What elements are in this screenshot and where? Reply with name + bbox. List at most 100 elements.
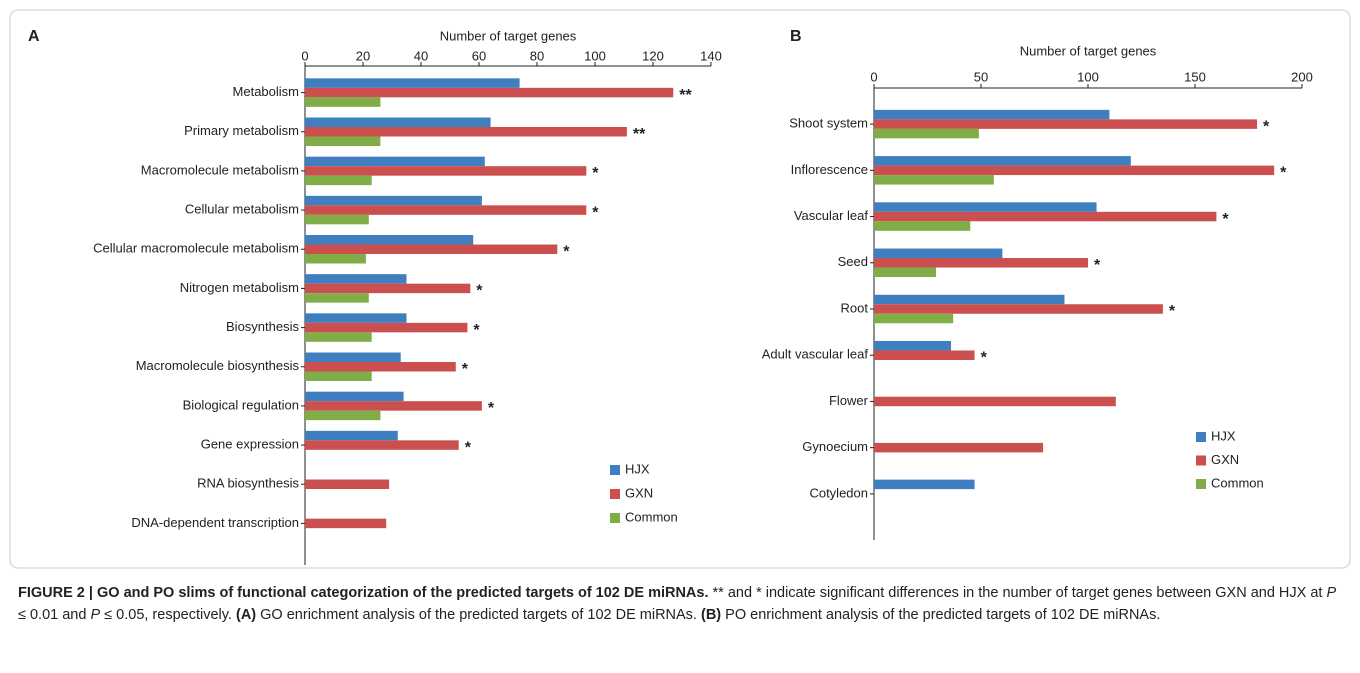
x-tick-label: 20	[356, 48, 370, 63]
bar	[874, 156, 1131, 166]
bar	[874, 304, 1163, 314]
significance: *	[476, 283, 483, 300]
y-tick-label: Shoot system	[789, 116, 868, 131]
bar	[305, 274, 407, 284]
significance: *	[488, 400, 495, 417]
caption: FIGURE 2 | GO and PO slims of functional…	[18, 582, 1338, 626]
x-tick-label: 120	[642, 48, 664, 63]
significance: *	[1094, 257, 1101, 274]
x-axis-title: Number of target genes	[1020, 43, 1157, 58]
significance: *	[1263, 118, 1270, 135]
y-tick-label: Nitrogen metabolism	[180, 280, 299, 295]
y-tick-label: Cellular metabolism	[185, 202, 299, 217]
significance: *	[465, 439, 472, 456]
y-tick-label: Biological regulation	[183, 397, 299, 412]
legend-label: Common	[625, 509, 678, 524]
y-tick-label: Flower	[829, 393, 869, 408]
y-tick-label: Biosynthesis	[226, 319, 299, 334]
legend-swatch	[610, 465, 620, 475]
bar	[874, 313, 954, 324]
y-tick-label: Root	[841, 300, 869, 315]
significance: *	[1222, 211, 1229, 228]
legend-swatch	[610, 489, 620, 499]
x-tick-label: 60	[472, 48, 486, 63]
bar	[305, 117, 491, 127]
legend-label: HJX	[1211, 428, 1236, 443]
significance: **	[679, 87, 692, 104]
y-tick-label: Cellular macromolecule metabolism	[93, 241, 299, 256]
x-tick-label: 0	[870, 69, 877, 84]
bar	[874, 294, 1065, 305]
bar	[874, 340, 952, 351]
significance: *	[473, 322, 480, 339]
bar	[305, 391, 404, 402]
x-tick-label: 150	[1184, 69, 1206, 84]
caption-panel: (B)	[701, 607, 722, 623]
bar	[305, 127, 627, 137]
significance: *	[592, 204, 599, 221]
bar	[874, 350, 975, 360]
legend-label: HJX	[625, 461, 650, 476]
caption-title: FIGURE 2 | GO and PO slims of functional…	[18, 585, 709, 601]
bar	[874, 119, 1258, 129]
legend-swatch	[1196, 432, 1206, 442]
bar	[305, 332, 372, 342]
bar	[305, 479, 390, 489]
significance: *	[981, 349, 988, 366]
bar	[305, 293, 369, 303]
bar	[305, 313, 407, 323]
caption-text: PO enrichment analysis of the predicted …	[721, 607, 1161, 623]
y-tick-label: Seed	[838, 254, 868, 269]
y-tick-label: Vascular leaf	[794, 208, 869, 223]
caption-p: P	[90, 607, 101, 623]
bar	[874, 267, 937, 278]
bar	[305, 430, 398, 441]
caption-text: ** and * indicate significant difference…	[708, 585, 1327, 601]
bar	[305, 235, 474, 245]
x-tick-label: 200	[1291, 69, 1313, 84]
y-tick-label: Macromolecule biosynthesis	[136, 358, 300, 373]
bar	[305, 175, 372, 186]
legend-label: Common	[1211, 475, 1264, 490]
legend-label: GXN	[1211, 452, 1239, 467]
significance: *	[592, 165, 599, 182]
bar	[305, 97, 381, 107]
y-tick-label: Macromolecule metabolism	[141, 162, 299, 177]
y-tick-label: Gynoecium	[802, 439, 868, 454]
x-tick-label: 80	[530, 48, 544, 63]
bar	[305, 156, 485, 167]
bar	[874, 221, 971, 231]
caption-p: P	[1326, 585, 1337, 601]
x-axis-title: Number of target genes	[440, 28, 577, 43]
bar	[305, 166, 587, 176]
bar	[305, 136, 381, 146]
bar	[874, 258, 1088, 268]
legend-swatch	[610, 513, 620, 523]
y-tick-label: Primary metabolism	[184, 123, 299, 138]
significance: *	[1280, 165, 1287, 182]
bar	[305, 371, 372, 381]
caption-panel: (A)	[235, 607, 257, 623]
y-tick-label: RNA biosynthesis	[197, 476, 299, 491]
significance: **	[633, 126, 646, 143]
bar	[305, 87, 674, 98]
significance: *	[563, 243, 570, 260]
y-tick-label: Adult vascular leaf	[762, 347, 869, 362]
y-tick-label: Gene expression	[201, 437, 299, 452]
figure-frame	[9, 9, 1351, 569]
bar	[305, 283, 471, 294]
legend-label: GXN	[625, 485, 653, 500]
x-tick-label: 140	[700, 48, 722, 63]
bar	[305, 362, 456, 372]
panel-label: B	[790, 28, 802, 45]
bar	[874, 479, 975, 490]
bar	[305, 518, 387, 529]
bar	[874, 165, 1275, 176]
y-tick-label: Metabolism	[233, 84, 299, 99]
bar	[874, 128, 979, 139]
bar	[305, 410, 381, 421]
bar	[874, 202, 1097, 212]
bar	[305, 244, 558, 254]
y-tick-label: Cotyledon	[809, 485, 868, 500]
